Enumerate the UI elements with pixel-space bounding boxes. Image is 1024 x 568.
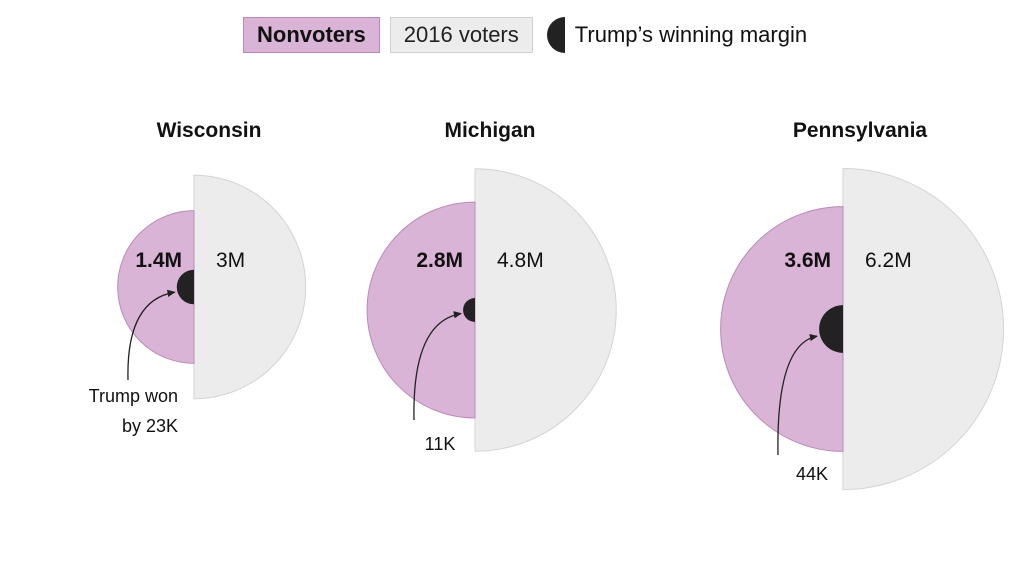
annotation-arrow-wisconsin: [127, 289, 176, 381]
margin-half-michigan: [463, 298, 475, 322]
voters-value-michigan: 4.8M: [497, 249, 544, 272]
annotation-text-wisconsin: by 23K: [122, 416, 178, 436]
annotation-text-wisconsin: Trump won: [89, 386, 178, 406]
annotation-text-michigan: 11K: [425, 434, 456, 454]
voters-half-michigan: [474, 168, 617, 452]
voters-value-wisconsin: 3M: [216, 249, 245, 272]
state-title-pennsylvania: Pennsylvania: [793, 119, 928, 142]
margin-half-wisconsin: [176, 269, 194, 305]
voters-half-pennsylvania: [842, 167, 1005, 491]
state-title-michigan: Michigan: [444, 119, 535, 142]
half-circle-icon: [546, 17, 565, 53]
legend-margin-label: Trump’s winning margin: [574, 22, 808, 47]
nonvoters-half-pennsylvania: [720, 206, 844, 452]
legend-nonvoters: Nonvoters: [243, 17, 380, 53]
legend: Nonvoters 2016 voters Trump’s winning ma…: [243, 16, 807, 54]
legend-2016-voters: 2016 voters: [389, 17, 533, 53]
annotation-text-pennsylvania: 44K: [796, 464, 828, 484]
annotation-arrow-michigan: [413, 311, 462, 421]
nonvoters-value-pennsylvania: 3.6M: [784, 249, 831, 272]
voters-value-pennsylvania: 6.2M: [865, 249, 912, 272]
legend-margin-item: Trump’s winning margin: [546, 17, 808, 53]
nonvoters-half-michigan: [366, 201, 476, 419]
nonvoters-value-wisconsin: 1.4M: [135, 249, 182, 272]
margin-half-pennsylvania: [819, 305, 843, 353]
nonvoters-value-michigan: 2.8M: [416, 249, 463, 272]
state-title-wisconsin: Wisconsin: [157, 119, 262, 142]
voters-half-wisconsin: [193, 174, 307, 400]
nonvoters-half-wisconsin: [117, 210, 195, 364]
annotation-arrow-pennsylvania: [777, 333, 819, 456]
